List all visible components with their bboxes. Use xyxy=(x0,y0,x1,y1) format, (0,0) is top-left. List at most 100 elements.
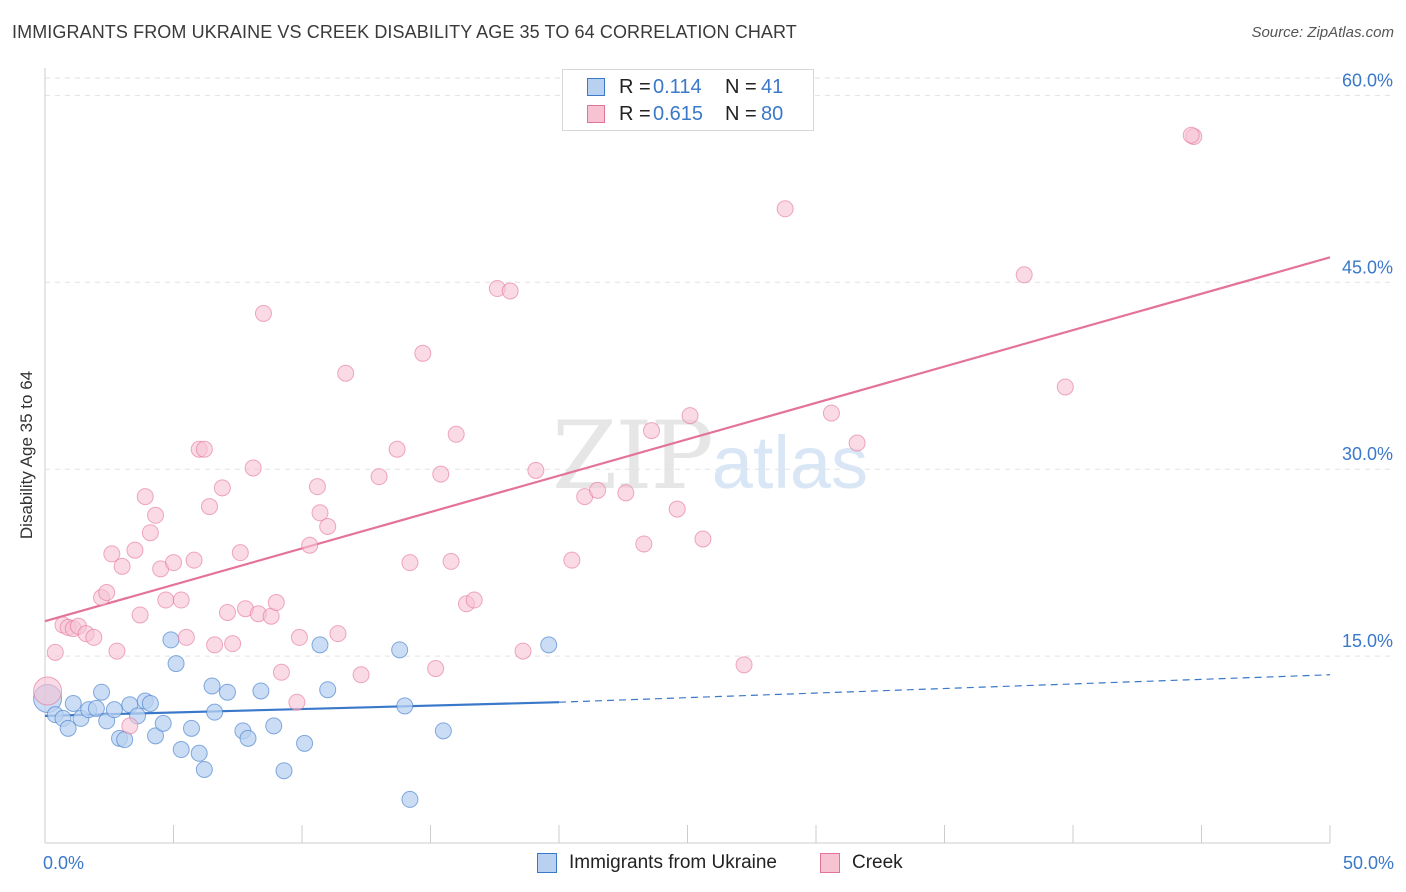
ukraine-point xyxy=(190,744,208,762)
ukraine-point xyxy=(396,697,414,715)
creek-point xyxy=(200,498,218,516)
creek-point xyxy=(1182,126,1200,144)
ukraine-point xyxy=(162,631,180,649)
correlation-legend: R = 0.114 N = 41 R = 0.615 N = 80 xyxy=(562,69,814,131)
creek-point xyxy=(254,304,272,322)
ukraine-point xyxy=(195,760,213,778)
ukraine-point xyxy=(87,699,105,717)
creek-point xyxy=(308,478,326,496)
ukraine-point xyxy=(147,727,165,745)
gridlines xyxy=(45,77,1395,657)
creek-point xyxy=(352,666,370,684)
creek-point xyxy=(643,422,661,440)
bottom-legend-creek[interactable]: Creek xyxy=(820,852,903,874)
ukraine-point xyxy=(296,734,314,752)
bottom-legend-label-creek: Creek xyxy=(852,852,903,873)
ukraine-point xyxy=(105,701,123,719)
ukraine-point xyxy=(275,762,293,780)
ukraine-point xyxy=(311,636,329,654)
creek-point xyxy=(694,530,712,548)
creek-point xyxy=(290,628,308,646)
ukraine-point xyxy=(540,636,558,654)
ukraine-point xyxy=(167,655,185,673)
ukraine-point xyxy=(64,694,82,712)
creek-point xyxy=(267,594,285,612)
creek-point xyxy=(121,717,139,735)
legend-r-value: 0.114 xyxy=(653,75,702,98)
ukraine-point xyxy=(252,682,270,700)
creek-point xyxy=(635,535,653,553)
ukraine-point xyxy=(93,683,111,701)
creek-point xyxy=(401,554,419,572)
creek-point xyxy=(33,676,63,706)
watermark-atlas: atlas xyxy=(711,421,869,504)
creek-point xyxy=(514,642,532,660)
legend-row-creek: R = 0.615 N = 80 xyxy=(587,102,783,126)
creek-point xyxy=(501,282,519,300)
creek-point xyxy=(46,643,64,661)
ukraine-point xyxy=(239,729,257,747)
legend-n-value: 80 xyxy=(761,102,784,125)
y-tick-label: 45.0% xyxy=(1342,257,1393,277)
legend-n-label: N = xyxy=(725,75,757,98)
tick-labels: 15.0% 30.0% 45.0% 60.0% 0.0% 50.0% xyxy=(43,70,1394,873)
creek-point xyxy=(388,440,406,458)
ukraine-point xyxy=(434,722,452,740)
legend-n-value: 41 xyxy=(761,75,784,98)
creek-point xyxy=(231,544,249,562)
creek-point xyxy=(244,459,262,477)
x-tick-label: 0.0% xyxy=(43,853,84,873)
ukraine-point xyxy=(401,790,419,808)
ukraine-point xyxy=(59,719,77,737)
legend-n-label: N = xyxy=(725,102,757,125)
creek-point xyxy=(427,660,445,678)
creek-trend-line xyxy=(44,256,1331,623)
y-axis-label: Disability Age 35 to 64 xyxy=(17,370,36,540)
creek-point xyxy=(432,465,450,483)
ukraine-point xyxy=(391,641,409,659)
creek-point xyxy=(113,557,131,575)
source-note: Source: ZipAtlas.com xyxy=(1251,24,1394,41)
legend-swatch-creek xyxy=(587,105,605,123)
ukraine-point xyxy=(141,694,159,712)
ukraine-point xyxy=(203,677,221,695)
ukraine-trend-extension xyxy=(558,674,1331,703)
legend-r-label: R = xyxy=(619,75,651,98)
legend-r-label: R = xyxy=(619,102,651,125)
bottom-legend-ukraine[interactable]: Immigrants from Ukraine xyxy=(537,852,777,874)
ukraine-point xyxy=(206,703,224,721)
creek-point xyxy=(172,591,190,609)
creek-point xyxy=(136,488,154,506)
creek-point xyxy=(157,591,175,609)
creek-point xyxy=(195,440,213,458)
data-points xyxy=(33,126,1203,808)
creek-point xyxy=(218,603,236,621)
creek-point xyxy=(465,591,483,609)
creek-point xyxy=(141,524,159,542)
y-tick-label: 30.0% xyxy=(1342,444,1393,464)
creek-point xyxy=(442,552,460,570)
creek-point xyxy=(370,468,388,486)
creek-point xyxy=(147,506,165,524)
creek-point xyxy=(288,693,306,711)
axes xyxy=(44,68,1331,844)
creek-point xyxy=(527,461,545,479)
creek-point xyxy=(668,500,686,518)
ukraine-point xyxy=(319,681,337,699)
x-tick-label: 50.0% xyxy=(1343,853,1394,873)
creek-point xyxy=(447,425,465,443)
creek-point xyxy=(213,479,231,497)
creek-point xyxy=(206,636,224,654)
creek-point xyxy=(272,663,290,681)
legend-swatch-ukraine xyxy=(587,78,605,96)
bottom-legend-label-ukraine: Immigrants from Ukraine xyxy=(569,852,777,873)
creek-point xyxy=(126,541,144,559)
creek-point xyxy=(98,584,116,602)
ukraine-point xyxy=(172,741,190,759)
ukraine-point xyxy=(154,714,172,732)
creek-point xyxy=(329,625,347,643)
creek-point xyxy=(681,407,699,425)
creek-point xyxy=(108,642,126,660)
bottom-legend-swatch-creek xyxy=(820,853,840,873)
